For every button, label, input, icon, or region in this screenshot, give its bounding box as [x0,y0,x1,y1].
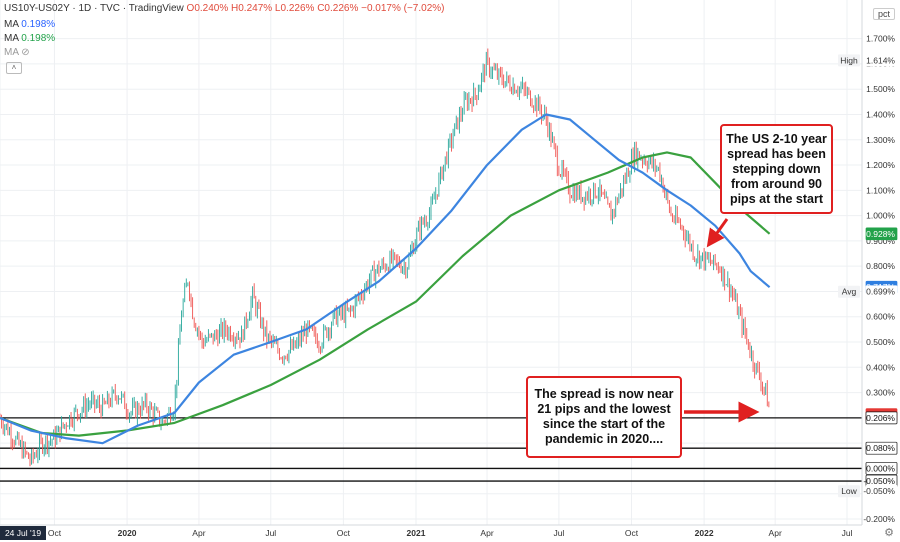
price-label-tag-0: High [840,55,858,65]
price-label-tag-box-0 [838,54,860,67]
y-tick-label: 1.400% [866,109,895,119]
price-label-box-3 [865,285,898,299]
ohlc-values: O0.240% H0.247% L0.226% C0.226% −0.017% … [186,3,445,14]
price-label-tag-3: Avg [842,287,857,297]
x-tick-label: 2022 [695,528,714,538]
price-label-value-0: 1.614% [866,55,895,65]
price-label-value-7: 0.000% [866,463,895,473]
price-label-value-8: -0.050% [863,476,895,486]
price-label-box-1 [865,227,898,241]
eye-hidden-icon: ⊘ [21,47,30,58]
x-tick-label: 24 Jul '19 [5,528,41,538]
y-tick-label: 0.500% [866,337,895,347]
x-tick-label: Oct [48,528,62,538]
symbol-label[interactable]: US10Y-US02Y [4,3,70,14]
y-tick-label: 1.700% [866,34,895,44]
price-label-tag-box-9 [838,485,860,498]
time-axis-bg [0,525,900,542]
y-tick-label: 0.300% [866,388,895,398]
price-label-value-1: 0.928% [866,229,895,239]
indicator-ma-3[interactable]: MA ⊘ [4,47,30,58]
y-tick-label: 1.000% [866,211,895,221]
price-label-value-5: 0.206% [866,413,895,423]
x-tick-label: 2020 [118,528,137,538]
platform-label: TradingView [128,3,184,14]
y-tick-label: -0.200% [863,514,895,524]
x-tick-label: 2021 [407,528,426,538]
indicator-ma-2[interactable]: MA 0.198% [4,33,56,44]
y-tick-label: 0.400% [866,362,895,372]
price-label-value-6: 0.080% [866,443,895,453]
y-tick-label: 0.900% [866,236,895,246]
price-label-box-0 [865,54,898,67]
y-tick-label: 1.100% [866,185,895,195]
settings-gear-icon[interactable]: ⚙ [884,527,894,539]
y-tick-label: 0.800% [866,261,895,271]
indicator-ma-1[interactable]: MA 0.198% [4,19,56,30]
y-tick-label: 1.300% [866,135,895,145]
price-label-tag-box-3 [838,285,860,298]
ma-slow-line [0,151,771,437]
x-tick-label: Oct [625,528,639,538]
price-label-value-3: 0.699% [866,287,895,297]
chart-header: US10Y-US02Y · 1D · TVC · TradingView O0.… [4,3,445,14]
source-label: TVC [100,3,121,14]
x-tick-label: Oct [337,528,351,538]
price-label-box-7 [865,462,898,475]
x-tick-label: Jul [842,528,853,538]
arrow-top [706,218,729,248]
ma-fast-line [0,113,771,445]
collapse-indicators-button[interactable]: ˄ [6,62,22,74]
y-tick-label: 1.200% [866,160,895,170]
y-tick-label: 0.600% [866,312,895,322]
scale-unit-label[interactable]: pct [873,8,895,20]
price-label-box-6 [865,441,898,455]
price-label-tag-9: Low [841,486,857,496]
x-tick-label: Apr [769,528,782,538]
x-tick-label: Jul [265,528,276,538]
price-label-box-9 [865,484,898,498]
x-tick-label: Apr [480,528,493,538]
x-tick-label: Jul [553,528,564,538]
interval-label[interactable]: 1D [78,3,92,14]
annotation-bottom: The spread is now near 21 pips and the l… [526,376,682,458]
x-tick-current-box [0,526,46,540]
y-tick-label: 1.500% [866,84,895,94]
x-tick-label: Apr [192,528,205,538]
annotation-top: The US 2-10 year spread has been steppin… [720,124,833,214]
price-label-box-5 [865,411,898,425]
price-label-value-9: -0.050% [863,486,895,496]
